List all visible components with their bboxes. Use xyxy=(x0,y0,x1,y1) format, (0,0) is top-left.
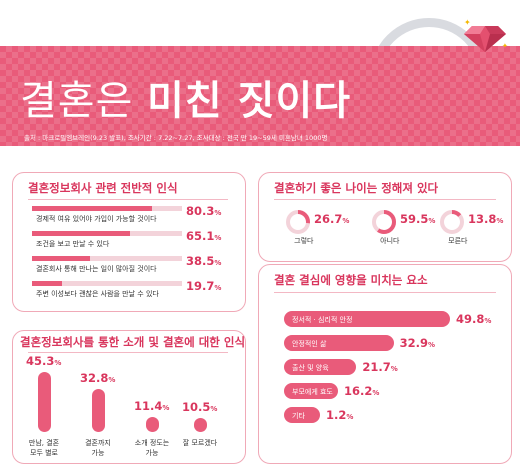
category-label: 아니다 xyxy=(380,237,400,245)
category-label: 출산 및 양육 xyxy=(292,364,329,372)
panel-title: 결혼정보회사를 통한 소개 및 결혼에 대한 인식 xyxy=(20,335,246,349)
gem-icon: ✦ ✦ xyxy=(464,18,508,52)
category-label: 기타 xyxy=(292,412,305,420)
category-label: 모른다 xyxy=(448,237,468,245)
value-label: 11.4% xyxy=(134,398,170,413)
bar xyxy=(284,311,450,327)
panel-overall-perception xyxy=(12,172,246,312)
category-label: 부모에게 효도 xyxy=(292,388,333,396)
category-label: 잘 모르겠다 xyxy=(182,439,218,447)
title-underline xyxy=(28,352,228,353)
header-banner: 결혼은 미친 짓이다 출처 : 마크로밀엠브레인(9.23 발표), 조사기간 … xyxy=(0,46,520,146)
category-label: 소개 정도는 xyxy=(134,439,170,447)
value-label: 32.9% xyxy=(399,336,436,350)
value-label: 80.3% xyxy=(186,204,222,218)
title-underline xyxy=(274,199,496,200)
source-note: 출처 : 마크로밀엠브레인(9.23 발표), 조사기간 : 7.22~7.27… xyxy=(24,134,328,142)
bar xyxy=(284,335,394,351)
page-title: 결혼은 미친 짓이다 xyxy=(20,68,351,126)
category-label: 그렇다 xyxy=(294,237,314,245)
bar xyxy=(32,231,130,236)
bar-track xyxy=(32,281,182,286)
value-label: 1.2% xyxy=(326,408,354,422)
panel-title: 결혼정보회사 관련 전반적 인식 xyxy=(28,181,178,195)
bar xyxy=(194,418,207,432)
value-label: 19.7% xyxy=(186,279,222,293)
value-label: 32.8% xyxy=(80,370,116,385)
value-label: 65.1% xyxy=(186,229,222,243)
value-label: 16.2% xyxy=(344,384,380,398)
title-normal: 결혼은 xyxy=(20,78,134,124)
bar xyxy=(284,407,320,423)
banner-pattern xyxy=(0,46,520,146)
value-label: 45.3% xyxy=(26,354,62,368)
title-underline xyxy=(28,199,228,200)
bar xyxy=(32,256,90,261)
title-bold: 미친 짓이다 xyxy=(147,78,352,124)
value-label: 10.5% xyxy=(182,400,218,415)
panel-title: 결혼하기 좋은 나이는 정해져 있다 xyxy=(274,181,439,195)
value-label: 26.7% xyxy=(314,212,350,226)
category-label: 모두 별로 xyxy=(30,449,58,457)
category-label: 정서적 · 심리적 안정 xyxy=(292,316,353,324)
value-label: 13.8% xyxy=(468,212,504,226)
bar xyxy=(32,281,62,286)
bar-track xyxy=(32,256,182,261)
value-label: 49.8% xyxy=(456,312,492,326)
value-label: 59.5% xyxy=(400,212,436,226)
category-label: 안정적인 삶 xyxy=(292,340,327,348)
category-label: 만남, 결혼 xyxy=(28,439,60,447)
category-label: 경제적 여유 있어야 가입이 가능할 것이다 xyxy=(36,215,157,223)
bar xyxy=(32,206,153,211)
bar xyxy=(92,388,105,432)
value-label: 38.5% xyxy=(186,254,222,268)
value-label: 21.7% xyxy=(362,360,398,374)
category-label: 결혼까지 xyxy=(85,439,111,447)
svg-text:✦: ✦ xyxy=(502,42,508,50)
bar xyxy=(38,372,51,432)
bar xyxy=(284,359,357,375)
svg-text:✦: ✦ xyxy=(464,18,471,27)
category-label: 가능 xyxy=(145,449,159,457)
bar xyxy=(284,383,338,399)
panel-title: 결혼 결심에 영향을 미치는 요소 xyxy=(274,273,428,287)
category-label: 조건을 보고 만날 수 있다 xyxy=(36,240,110,248)
bar xyxy=(146,416,159,432)
category-label: 주변 이성보다 괜찮은 사람을 만날 수 있다 xyxy=(36,290,159,298)
title-underline xyxy=(274,292,496,293)
category-label: 결혼회사 통해 만나는 일이 많아질 것이다 xyxy=(36,265,157,273)
category-label: 가능 xyxy=(91,449,105,457)
